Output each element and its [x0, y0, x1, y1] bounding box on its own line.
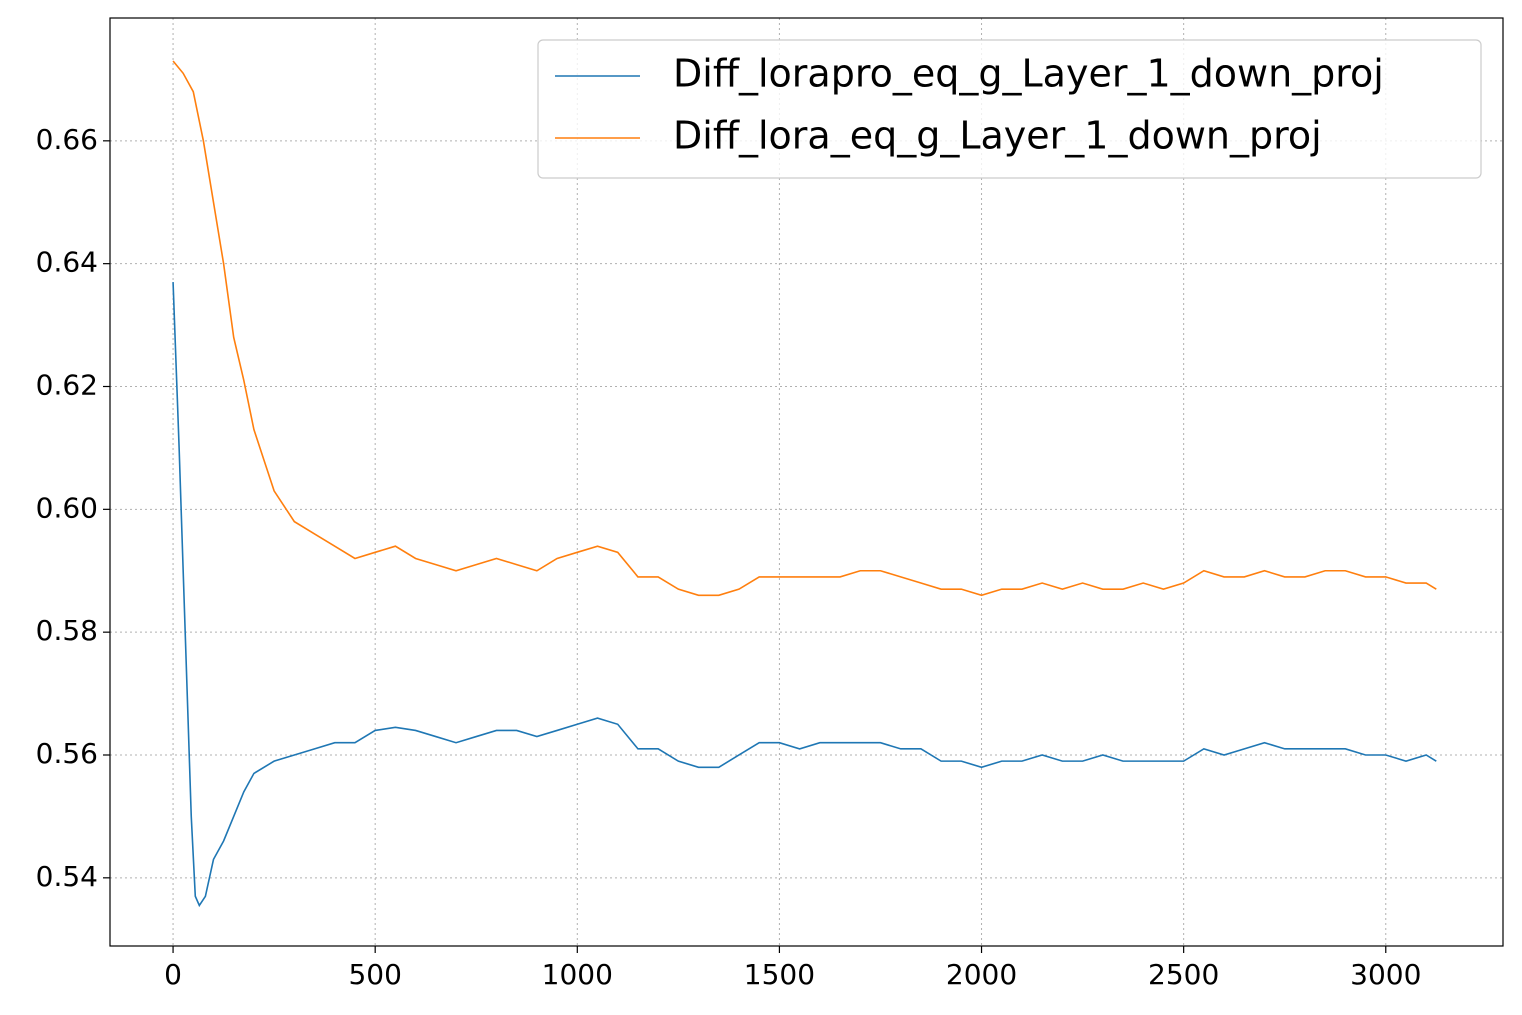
y-tick-label: 0.58 [36, 614, 98, 647]
legend-label: Diff_lorapro_eq_g_Layer_1_down_proj [673, 52, 1384, 96]
legend-label: Diff_lora_eq_g_Layer_1_down_proj [673, 114, 1322, 158]
x-tick-label: 3000 [1350, 958, 1421, 991]
line-series [172, 60, 1437, 597]
y-tick-label: 0.62 [36, 368, 98, 401]
x-tick-label: 1500 [744, 958, 815, 991]
x-tick-label: 500 [348, 958, 401, 991]
x-tick-label: 2000 [946, 958, 1017, 991]
y-tick-label: 0.56 [36, 737, 98, 770]
plot-frame [109, 17, 1504, 947]
x-tick-label: 2500 [1148, 958, 1219, 991]
legend-box [537, 39, 1482, 179]
y-tick-label: 0.54 [36, 860, 98, 893]
line-series [172, 282, 1437, 908]
y-tick-label: 0.64 [36, 246, 98, 279]
x-tick-label: 1000 [542, 958, 613, 991]
x-tick-label: 0 [164, 958, 182, 991]
y-tick-label: 0.60 [36, 491, 98, 524]
y-tick-label: 0.66 [36, 123, 98, 156]
